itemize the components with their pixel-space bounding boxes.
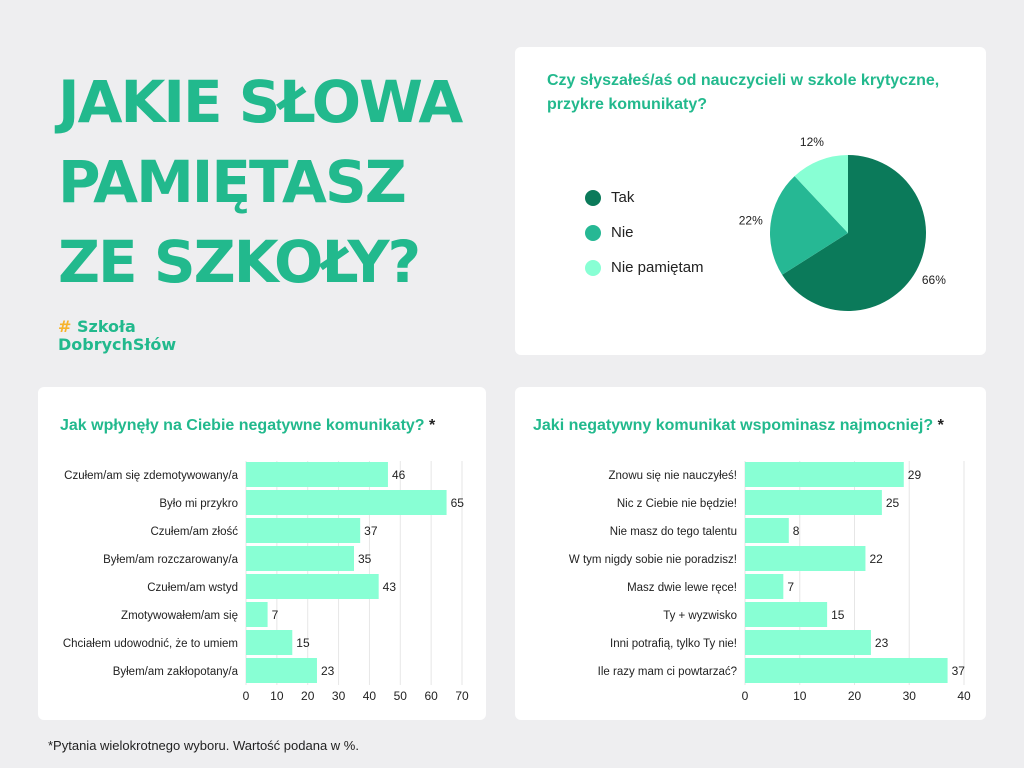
title-line: ZE SZKOŁY? xyxy=(58,228,421,296)
bar-title-right: Jaki negatywny komunikat wspominasz najm… xyxy=(533,414,944,438)
title-mark: * xyxy=(937,417,944,434)
x-tick-label: 10 xyxy=(793,689,807,703)
legend-nie-pamietam: Nie pamiętam xyxy=(585,259,704,276)
brand-logo: # Szkoła DobrychSłów xyxy=(58,318,176,354)
legend-tak: Tak xyxy=(585,189,634,206)
bar-value-label: 46 xyxy=(392,468,406,482)
legend-label: Nie pamiętam xyxy=(611,259,704,276)
category-label: Inni potrafią, tylko Ty nie! xyxy=(610,638,737,650)
brand-line: DobrychSłów xyxy=(58,335,177,354)
title-mark: * xyxy=(429,417,436,434)
footnote: *Pytania wielokrotnego wyboru. Wartość p… xyxy=(48,738,359,753)
bar-card-left: Jak wpłynęły na Ciebie negatywne komunik… xyxy=(38,387,486,720)
title-text: Jaki negatywny komunikat wspominasz najm… xyxy=(533,417,934,434)
bar xyxy=(745,462,904,487)
bar-value-label: 15 xyxy=(831,608,845,622)
legend-label: Tak xyxy=(611,189,635,206)
bar-value-label: 8 xyxy=(793,524,800,538)
bar xyxy=(246,658,317,683)
bar xyxy=(246,518,361,543)
bar xyxy=(745,490,882,515)
bar xyxy=(246,574,379,599)
category-label: Czułem/am się zdemotywowany/a xyxy=(64,470,238,482)
bar-value-label: 43 xyxy=(383,580,397,594)
category-label: Masz dwie lewe ręce! xyxy=(627,582,737,594)
bar-chart-right: 0 10 20 30 40 29 Znowu się nie nauczyłeś! 25 Nic… xyxy=(569,461,971,703)
pie-slice xyxy=(782,155,926,311)
page-title: JAKIE SŁOWA PAMIĘTASZ ZE SZKOŁY? xyxy=(58,62,463,302)
bar xyxy=(745,574,784,599)
bar xyxy=(745,546,866,571)
pie-slice xyxy=(794,155,848,233)
bar-card-right: Jaki negatywny komunikat wspominasz najm… xyxy=(515,387,986,720)
x-tick-label: 10 xyxy=(270,689,284,703)
x-tick-label: 30 xyxy=(332,689,346,703)
pie-slice xyxy=(770,176,848,275)
x-tick-label: 50 xyxy=(394,689,408,703)
pie-label: 66% xyxy=(922,273,946,287)
bar-value-label: 29 xyxy=(908,468,922,482)
category-label: Ty + wyzwisko xyxy=(663,610,737,622)
bar-value-label: 37 xyxy=(364,524,378,538)
bar xyxy=(246,490,447,515)
category-label: W tym nigdy sobie nie poradzisz! xyxy=(569,554,737,566)
category-label: Byłem/am zakłopotany/a xyxy=(113,666,239,678)
legend-dot xyxy=(585,259,601,276)
pie-chart: 66% 22% 12% xyxy=(739,135,946,311)
bar-value-label: 23 xyxy=(321,664,335,678)
legend-nie: Nie xyxy=(585,224,634,241)
category-label: Byłem/am rozczarowany/a xyxy=(103,554,238,566)
legend-dot xyxy=(585,224,601,241)
brand-line: Szkoła xyxy=(76,317,136,336)
bar xyxy=(246,602,268,627)
x-tick-label: 0 xyxy=(243,689,250,703)
category-label: Czułem/am złość xyxy=(150,526,238,538)
hash-icon: # xyxy=(58,317,72,336)
pie-card: Czy słyszałeś/aś od nauczycieli w szkole… xyxy=(515,47,986,355)
category-label: Znowu się nie nauczyłeś! xyxy=(609,470,737,482)
legend-dot xyxy=(585,189,601,206)
bar-chart-left: 0 10 20 30 40 50 60 70 46 Czułem/am się zdemotywo… xyxy=(63,461,469,703)
bar-value-label: 7 xyxy=(787,580,794,594)
category-label: Ile razy mam ci powtarzać? xyxy=(598,666,737,678)
pie-label: 12% xyxy=(800,135,824,149)
bar-value-label: 37 xyxy=(952,664,966,678)
category-label: Nic z Ciebie nie będzie! xyxy=(617,498,737,510)
title-text: Jak wpłynęły na Ciebie negatywne komunik… xyxy=(60,417,425,434)
category-label: Było mi przykro xyxy=(159,498,238,510)
x-tick-label: 20 xyxy=(301,689,315,703)
x-tick-label: 40 xyxy=(363,689,377,703)
x-tick-label: 20 xyxy=(848,689,862,703)
bar xyxy=(246,462,388,487)
bar xyxy=(246,546,354,571)
category-label: Chciałem udowodnić, że to umiem xyxy=(63,638,238,650)
category-label: Nie masz do tego talentu xyxy=(610,526,737,538)
x-tick-label: 70 xyxy=(455,689,469,703)
title-line: PAMIĘTASZ xyxy=(58,148,407,216)
bar xyxy=(745,602,828,627)
bar-value-label: 15 xyxy=(296,636,310,650)
bar-value-label: 65 xyxy=(451,496,465,510)
category-label: Czułem/am wstyd xyxy=(147,582,238,594)
bar-value-label: 23 xyxy=(875,636,889,650)
bar-title-left: Jak wpłynęły na Ciebie negatywne komunik… xyxy=(60,414,435,438)
category-label: Zmotywowałem/am się xyxy=(121,610,238,622)
x-tick-label: 60 xyxy=(424,689,438,703)
bar-value-label: 25 xyxy=(886,496,900,510)
bar-value-label: 22 xyxy=(869,552,883,566)
bar-value-label: 35 xyxy=(358,552,372,566)
x-tick-label: 40 xyxy=(957,689,971,703)
bar xyxy=(246,630,293,655)
legend-label: Nie xyxy=(611,224,634,241)
bar xyxy=(745,658,948,683)
x-tick-label: 0 xyxy=(742,689,749,703)
pie-title: Czy słyszałeś/aś od nauczycieli w szkole… xyxy=(547,72,940,113)
bar xyxy=(745,518,789,543)
bar xyxy=(745,630,871,655)
x-tick-label: 30 xyxy=(903,689,917,703)
title-line: JAKIE SŁOWA xyxy=(58,68,463,136)
pie-label: 22% xyxy=(739,214,763,228)
bar-value-label: 7 xyxy=(272,608,279,622)
